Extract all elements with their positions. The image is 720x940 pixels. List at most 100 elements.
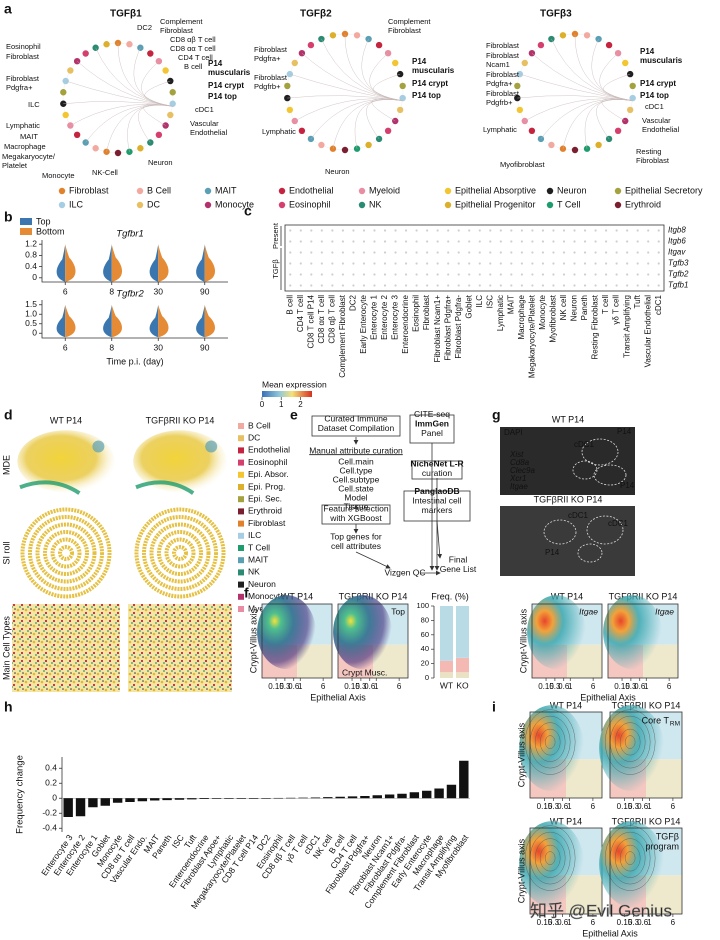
grid-dot xyxy=(394,262,397,265)
x-tick-label: 0.15 xyxy=(537,918,553,927)
panel-label: c xyxy=(244,203,252,219)
si-roll xyxy=(20,507,112,599)
circos-label: Fibroblast xyxy=(6,74,40,83)
grid-dot xyxy=(341,284,345,287)
density xyxy=(599,821,664,908)
legend-label: Eosinophil xyxy=(289,199,331,209)
grid-dot xyxy=(657,229,660,232)
grid-dot xyxy=(489,273,492,276)
y-tick-label: 20 xyxy=(421,659,429,668)
flow-text: NicheNet L-R xyxy=(410,459,463,469)
cell-label: γδ T cell xyxy=(612,295,621,325)
circos-node xyxy=(155,131,163,139)
bar xyxy=(150,798,160,801)
contour xyxy=(604,709,656,775)
circos-node xyxy=(396,106,404,114)
circos-label: cDC1 xyxy=(645,102,664,111)
circos-label: Monocyte xyxy=(42,171,75,180)
plot-frame xyxy=(609,711,683,799)
contour xyxy=(619,728,641,756)
plot-title: Freq. (%) xyxy=(431,591,469,601)
panel-label: g xyxy=(492,407,501,423)
x-tick-label: 6 xyxy=(671,802,676,811)
flow-text: Cell.subtype xyxy=(333,474,380,484)
grid-dot xyxy=(499,240,502,243)
si-roll xyxy=(134,507,226,599)
circos-label: Fibroblast xyxy=(486,70,520,79)
x-tick-label: 0.3 xyxy=(625,682,637,691)
cell-label: Goblet xyxy=(464,294,473,318)
circos-link xyxy=(531,53,633,101)
circos-label: Complement xyxy=(160,17,203,26)
bar xyxy=(409,792,420,799)
axis-title: Crypt-Villus axis xyxy=(518,608,528,673)
legend-swatch xyxy=(238,447,244,454)
mde-embedding xyxy=(133,430,227,493)
cell-label: Lymphatic xyxy=(496,295,505,331)
circos-node xyxy=(559,32,567,39)
plot-frame xyxy=(609,827,683,915)
circos-focus-label: muscularis xyxy=(640,56,683,65)
circos-focus-label: P14 xyxy=(412,57,427,66)
circos-node xyxy=(92,44,99,51)
x-tick-label: 0.3 xyxy=(628,918,640,927)
grid-dot xyxy=(299,273,302,276)
legend-label: Erythroid xyxy=(625,199,661,209)
grid-dot xyxy=(362,240,366,243)
bar xyxy=(187,798,197,800)
circos-node xyxy=(614,127,622,135)
legend-label: B Cell xyxy=(147,185,171,195)
grid-dot xyxy=(468,284,471,287)
grid-dot xyxy=(531,229,534,232)
plot-title: TGFβRII KO P14 xyxy=(339,591,408,601)
circos-node xyxy=(384,127,392,135)
circos-label: Endothelial xyxy=(190,128,227,137)
circos-focus-label: muscularis xyxy=(412,66,455,75)
x-tick-label: 0.6 xyxy=(288,682,300,691)
grid-dot xyxy=(541,262,545,265)
grid-dot xyxy=(352,273,355,276)
flow-text: ImmGen xyxy=(415,418,449,428)
legend-swatch xyxy=(546,187,554,195)
grid-dot xyxy=(426,284,429,287)
axis-title: Epithelial Axis xyxy=(580,692,636,702)
tissue-image xyxy=(128,604,232,692)
cell-label: cDC1 xyxy=(654,294,663,315)
grid-dot xyxy=(541,251,545,254)
image-label: cDC1 xyxy=(608,519,629,528)
cell-label: CD8 αα T cell xyxy=(317,295,326,344)
bar xyxy=(298,797,308,799)
circos-node xyxy=(571,146,579,154)
grid-dot xyxy=(541,229,545,232)
x-tick-label: 1 xyxy=(568,682,573,691)
grid-dot xyxy=(594,229,597,232)
legend-label: Epithelial Secretory xyxy=(625,185,703,195)
grid-dot xyxy=(310,273,313,276)
cell-label: MAIT xyxy=(506,295,515,314)
grid-dot xyxy=(447,262,450,265)
image-label: Itgae xyxy=(510,482,528,491)
violin-half xyxy=(56,304,66,338)
si-roll xyxy=(58,545,74,561)
grid-dot xyxy=(404,229,408,232)
legend-swatch xyxy=(358,187,366,195)
grid-dot xyxy=(626,251,629,254)
flow-text: Dataset Compilation xyxy=(318,423,395,433)
circos-node xyxy=(514,82,521,90)
bar xyxy=(125,798,135,802)
stacked-bar xyxy=(440,660,453,673)
grid-dot xyxy=(383,284,387,287)
circos-node xyxy=(365,141,372,149)
circos-label: Platelet xyxy=(2,161,28,170)
grid-dot xyxy=(499,273,502,276)
grid-dot xyxy=(583,240,587,243)
circos-label: Fibroblast xyxy=(388,26,422,35)
grid-dot xyxy=(426,273,429,276)
grid-dot xyxy=(499,262,502,265)
legend-swatch xyxy=(136,201,144,209)
legend-label: Epi. Prog. xyxy=(248,481,285,491)
grid-dot xyxy=(520,240,523,243)
circos-node xyxy=(169,89,176,96)
cell-outline xyxy=(586,515,624,545)
flow-text: Gene List xyxy=(440,564,477,574)
